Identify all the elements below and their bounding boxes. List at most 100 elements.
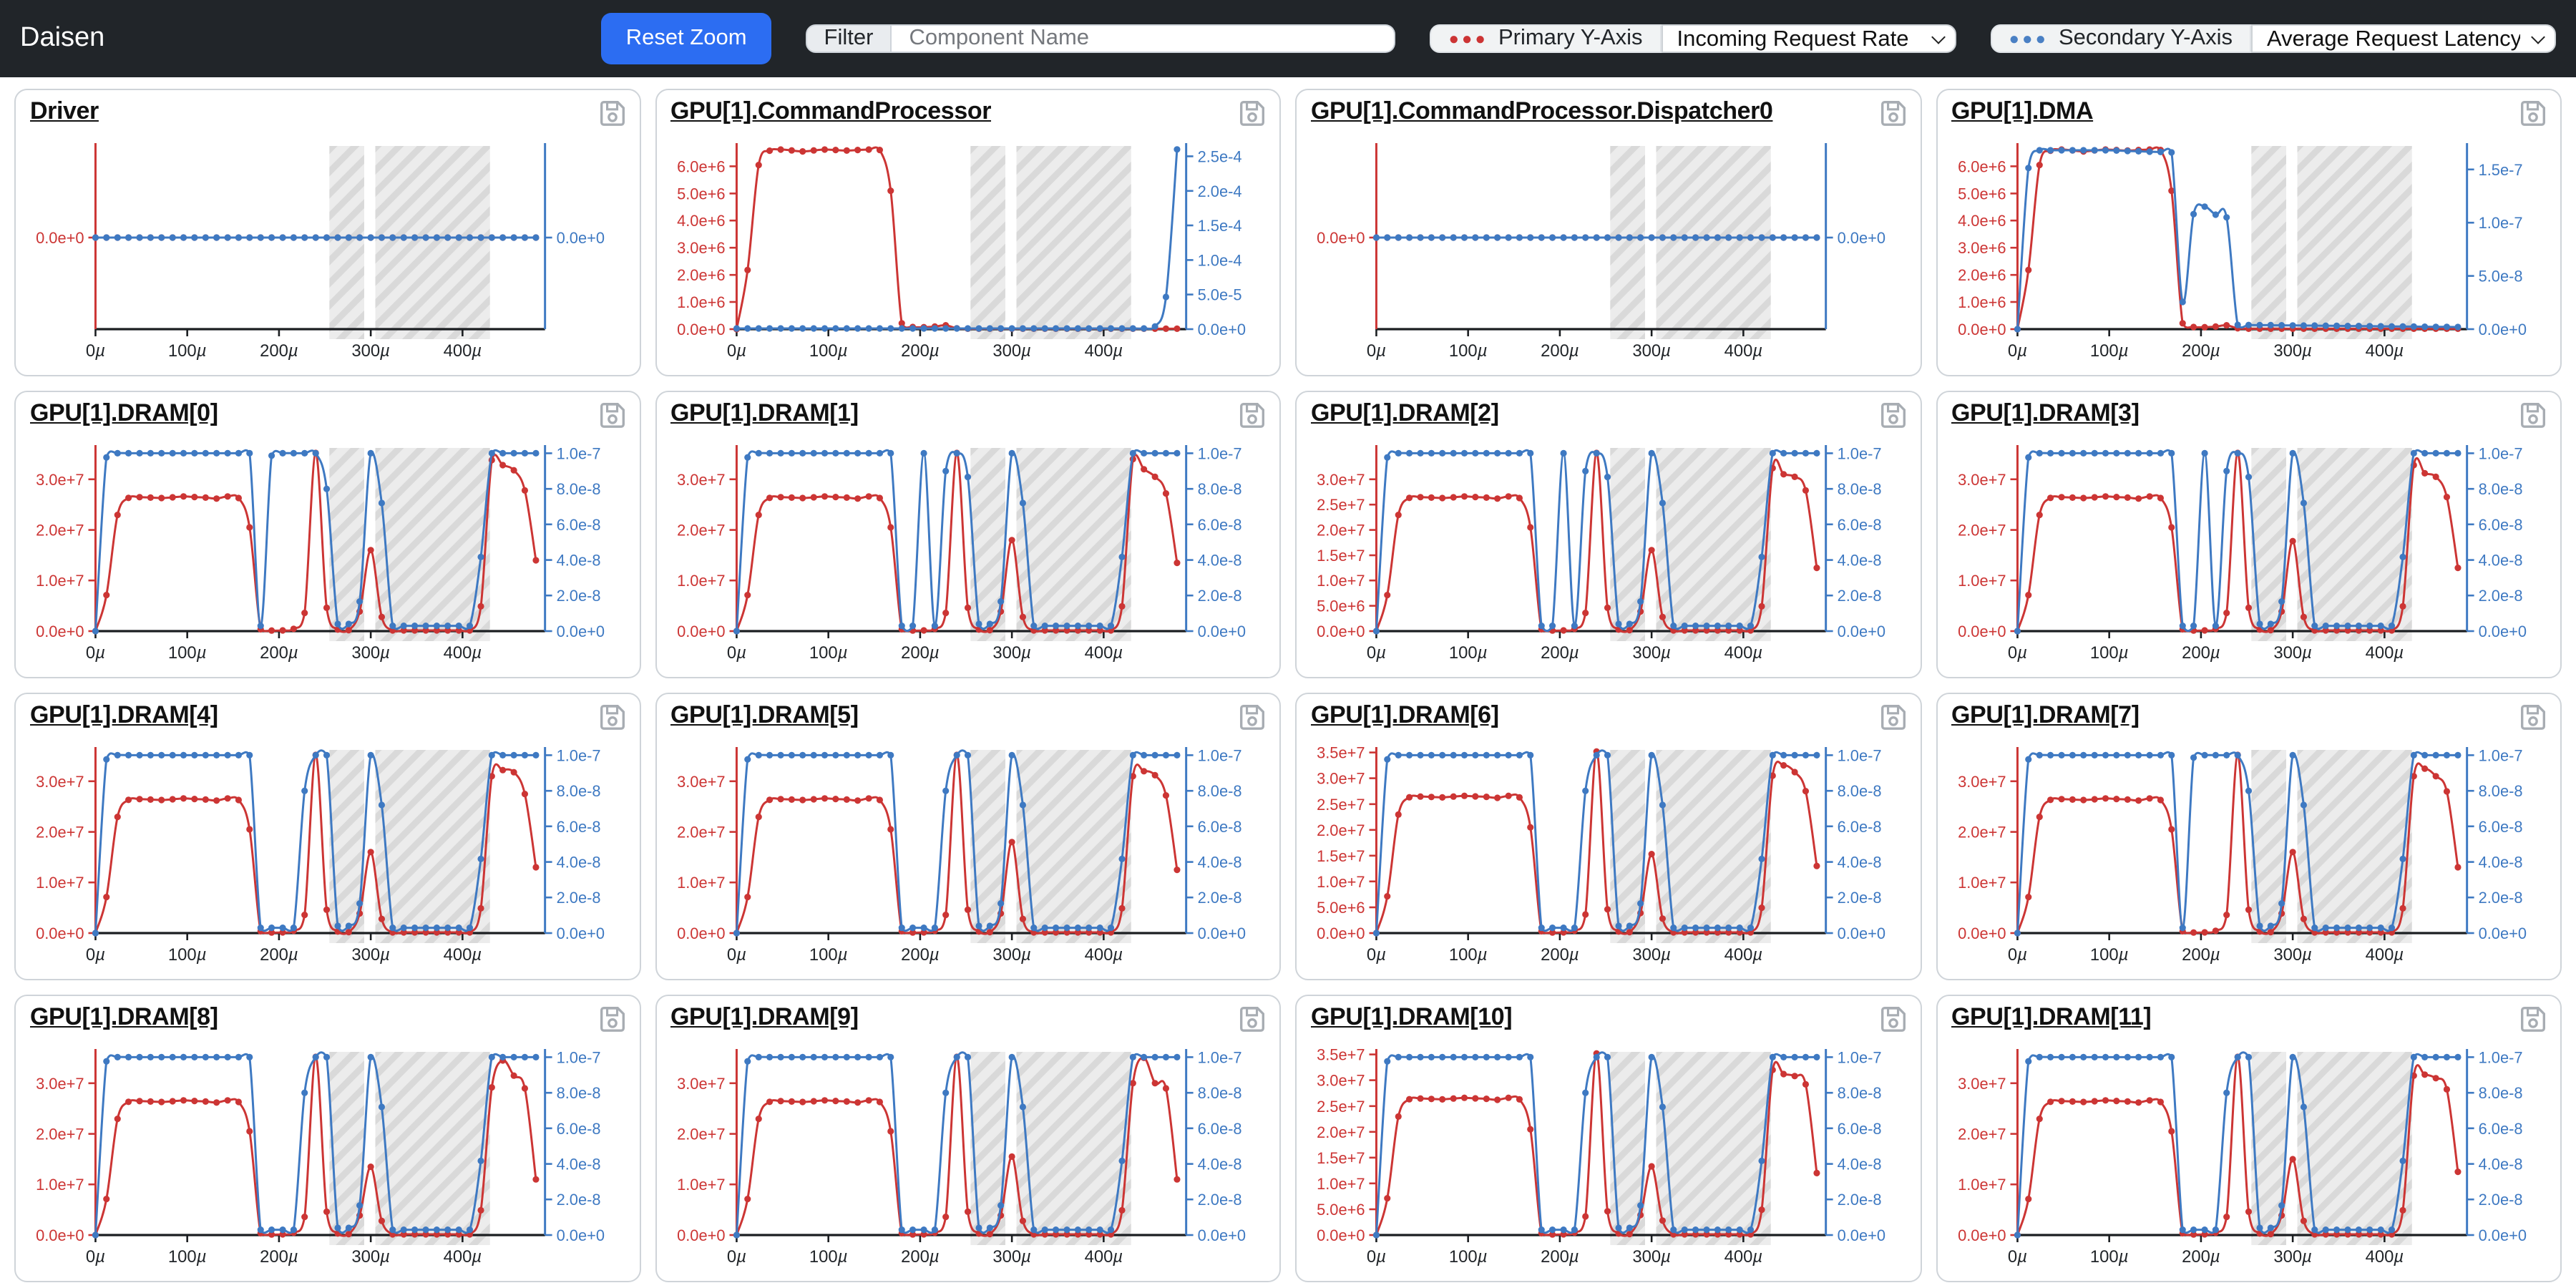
- svg-text:400µ: 400µ: [444, 1247, 482, 1267]
- save-icon[interactable]: [599, 1006, 625, 1032]
- save-icon[interactable]: [1239, 1006, 1265, 1032]
- component-link[interactable]: GPU[1].DRAM[4]: [30, 701, 218, 728]
- save-icon[interactable]: [599, 704, 625, 730]
- primary-axis-select[interactable]: Incoming Request Rate: [1661, 24, 1956, 53]
- svg-text:2.0e-8: 2.0e-8: [1197, 1191, 1241, 1209]
- secondary-y-axis: 0.0e+0 2.0e-8 4.0e-8 6.0e-8 8.0e-8 1.0e-7: [2465, 1048, 2526, 1244]
- component-link[interactable]: GPU[1].DRAM[2]: [1311, 399, 1499, 426]
- primary-y-axis: 0.0e+0 1.0e+7 2.0e+7 3.0e+7: [676, 747, 737, 942]
- secondary-series-points: [1372, 234, 1820, 241]
- svg-text:1.5e+7: 1.5e+7: [1317, 547, 1365, 565]
- svg-text:4.0e-8: 4.0e-8: [1197, 552, 1241, 570]
- svg-text:1.0e+7: 1.0e+7: [36, 874, 84, 892]
- save-icon[interactable]: [1880, 1006, 1906, 1032]
- x-axis: 0µ 100µ 200µ 300µ 400µ: [2007, 932, 2467, 965]
- secondary-y-axis: 0.0e+0 2.0e-8 4.0e-8 6.0e-8 8.0e-8 1.0e-7: [544, 444, 605, 640]
- component-chart[interactable]: 0µ 100µ 200µ 300µ 400µ 0.0e+0 1.0e+7 2.0e+7 3.0e…: [670, 1040, 1265, 1278]
- secondary-y-axis: 0.0e+0: [544, 143, 605, 329]
- svg-text:400µ: 400µ: [2365, 945, 2404, 965]
- svg-text:8.0e-8: 8.0e-8: [1197, 480, 1241, 498]
- component-link[interactable]: GPU[1].DRAM[8]: [30, 1003, 218, 1030]
- svg-text:400µ: 400µ: [1724, 945, 1763, 965]
- component-link[interactable]: GPU[1].DRAM[6]: [1311, 701, 1499, 728]
- component-chart[interactable]: 0µ 100µ 200µ 300µ 400µ 0.0e+0 5.0e+6 1.0e+7 1.5e…: [1311, 738, 1906, 976]
- save-icon[interactable]: [599, 100, 625, 126]
- svg-text:6.0e-8: 6.0e-8: [1838, 1120, 1882, 1138]
- component-chart[interactable]: 0µ 100µ 200µ 300µ 400µ 0.0e+0 1.0e+7 2.0e+7 3.0e…: [670, 738, 1265, 976]
- component-link[interactable]: GPU[1].DRAM[0]: [30, 399, 218, 426]
- component-link[interactable]: GPU[1].DRAM[5]: [670, 701, 859, 728]
- secondary-series-points: [732, 449, 1180, 635]
- svg-text:2.0e+7: 2.0e+7: [1957, 824, 2005, 841]
- component-chart[interactable]: 0µ 100µ 200µ 300µ 400µ 0.0e+0 5.0e+6 1.0e+7 1.5e…: [1311, 1040, 1906, 1278]
- component-chart[interactable]: 0µ 100µ 200µ 300µ 400µ 0.0e+0 1.0e+7 2.0e+7 3.0e…: [30, 436, 625, 674]
- svg-text:2.0e+7: 2.0e+7: [36, 522, 84, 540]
- secondary-series-points: [92, 751, 540, 937]
- component-chart[interactable]: 0µ 100µ 200µ 300µ 400µ 0.0e+0 0.0e+0: [30, 135, 625, 372]
- component-link[interactable]: GPU[1].DRAM[10]: [1311, 1003, 1513, 1030]
- component-link[interactable]: GPU[1].DRAM[11]: [1951, 1003, 2152, 1030]
- secondary-axis-select[interactable]: Average Request Latency: [2251, 24, 2556, 53]
- svg-text:3.5e+7: 3.5e+7: [1317, 744, 1365, 762]
- component-link[interactable]: GPU[1].DRAM[1]: [670, 399, 859, 426]
- component-chart[interactable]: 0µ 100µ 200µ 300µ 400µ 0.0e+0 1.0e+7 2.0e+7 3.0e…: [1951, 738, 2546, 976]
- save-icon[interactable]: [1239, 402, 1265, 428]
- save-icon[interactable]: [599, 402, 625, 428]
- svg-text:200µ: 200µ: [900, 945, 939, 965]
- secondary-series-points: [2013, 147, 2461, 333]
- component-link[interactable]: GPU[1].CommandProcessor: [670, 97, 992, 125]
- reset-zoom-button[interactable]: Reset Zoom: [601, 13, 771, 64]
- svg-text:6.0e-8: 6.0e-8: [2478, 1120, 2522, 1138]
- svg-text:400µ: 400µ: [2365, 1247, 2404, 1267]
- svg-text:5.0e+6: 5.0e+6: [1317, 899, 1365, 917]
- svg-text:4.0e-8: 4.0e-8: [1838, 854, 1882, 872]
- component-chart[interactable]: 0µ 100µ 200µ 300µ 400µ 0.0e+0 1.0e+7 2.0e+7 3.0e…: [30, 1040, 625, 1278]
- component-link[interactable]: GPU[1].DRAM[9]: [670, 1003, 859, 1030]
- svg-text:300µ: 300µ: [992, 643, 1030, 663]
- svg-text:0.0e+0: 0.0e+0: [2478, 1226, 2526, 1244]
- save-icon[interactable]: [1239, 704, 1265, 730]
- panel: GPU[1].DRAM[0] 0µ 100µ 200µ 300µ 400µ 0.0e+0 1…: [14, 391, 640, 678]
- component-link[interactable]: GPU[1].DRAM[3]: [1951, 399, 2140, 426]
- svg-text:4.0e-8: 4.0e-8: [2478, 552, 2522, 570]
- svg-text:3.5e+7: 3.5e+7: [1317, 1046, 1365, 1064]
- panel: GPU[1].DRAM[10] 0µ 100µ 200µ 300µ 400µ 0.0e+0…: [1295, 995, 1921, 1282]
- component-chart[interactable]: 0µ 100µ 200µ 300µ 400µ 0.0e+0 1.0e+7 2.0e+7 3.0e…: [1951, 1040, 2546, 1278]
- component-filter-input[interactable]: [892, 24, 1396, 53]
- panel-header: GPU[1].DRAM[3]: [1951, 399, 2546, 436]
- save-icon[interactable]: [1880, 100, 1906, 126]
- save-icon[interactable]: [1239, 100, 1265, 126]
- svg-text:8.0e-8: 8.0e-8: [557, 480, 601, 498]
- component-link[interactable]: GPU[1].DMA: [1951, 97, 2094, 125]
- component-chart[interactable]: 0µ 100µ 200µ 300µ 400µ 0.0e+0 5.0e+6 1.0e+7 1.5e…: [1311, 436, 1906, 674]
- save-icon[interactable]: [2520, 1006, 2546, 1032]
- component-chart[interactable]: 0µ 100µ 200µ 300µ 400µ 0.0e+0 1.0e+7 2.0e+7 3.0e…: [1951, 436, 2546, 674]
- component-link[interactable]: GPU[1].DRAM[7]: [1951, 701, 2140, 728]
- svg-text:8.0e-8: 8.0e-8: [557, 1084, 601, 1102]
- save-icon[interactable]: [1880, 402, 1906, 428]
- primary-series-points: [1372, 748, 1820, 937]
- component-link[interactable]: Driver: [30, 97, 99, 125]
- save-icon[interactable]: [2520, 704, 2546, 730]
- svg-text:4.0e-8: 4.0e-8: [1838, 552, 1882, 570]
- component-link[interactable]: GPU[1].CommandProcessor.Dispatcher0: [1311, 97, 1773, 125]
- component-chart[interactable]: 0µ 100µ 200µ 300µ 400µ 0.0e+0 0.0e+0: [1311, 135, 1906, 372]
- svg-text:3.0e+7: 3.0e+7: [1957, 773, 2005, 791]
- secondary-series-points: [732, 146, 1180, 332]
- save-icon[interactable]: [1880, 704, 1906, 730]
- zoom-selection-band: [375, 146, 490, 339]
- x-axis: 0µ 100µ 200µ 300µ 400µ: [86, 932, 545, 965]
- panel-grid: Driver 0µ 100µ 200µ 300µ 400µ 0.0e+0 0.0e+0 GP…: [0, 77, 2576, 1288]
- save-icon[interactable]: [2520, 100, 2546, 126]
- svg-text:1.0e-7: 1.0e-7: [1838, 1048, 1882, 1066]
- svg-text:0µ: 0µ: [726, 1247, 746, 1267]
- save-icon[interactable]: [2520, 402, 2546, 428]
- component-chart[interactable]: 0µ 100µ 200µ 300µ 400µ 0.0e+0 1.0e+6 2.0e+6 3.0e…: [670, 135, 1265, 372]
- svg-text:1.0e-7: 1.0e-7: [2478, 1048, 2522, 1066]
- component-chart[interactable]: 0µ 100µ 200µ 300µ 400µ 0.0e+0 1.0e+6 2.0e+6 3.0e…: [1951, 135, 2546, 372]
- component-chart[interactable]: 0µ 100µ 200µ 300µ 400µ 0.0e+0 1.0e+7 2.0e+7 3.0e…: [30, 738, 625, 976]
- secondary-series-points: [2013, 1053, 2461, 1239]
- primary-axis-group: ●●● Primary Y-Axis Incoming Request Rate: [1430, 24, 1956, 53]
- panel-header: GPU[1].DRAM[6]: [1311, 701, 1906, 738]
- component-chart[interactable]: 0µ 100µ 200µ 300µ 400µ 0.0e+0 1.0e+7 2.0e+7 3.0e…: [670, 436, 1265, 674]
